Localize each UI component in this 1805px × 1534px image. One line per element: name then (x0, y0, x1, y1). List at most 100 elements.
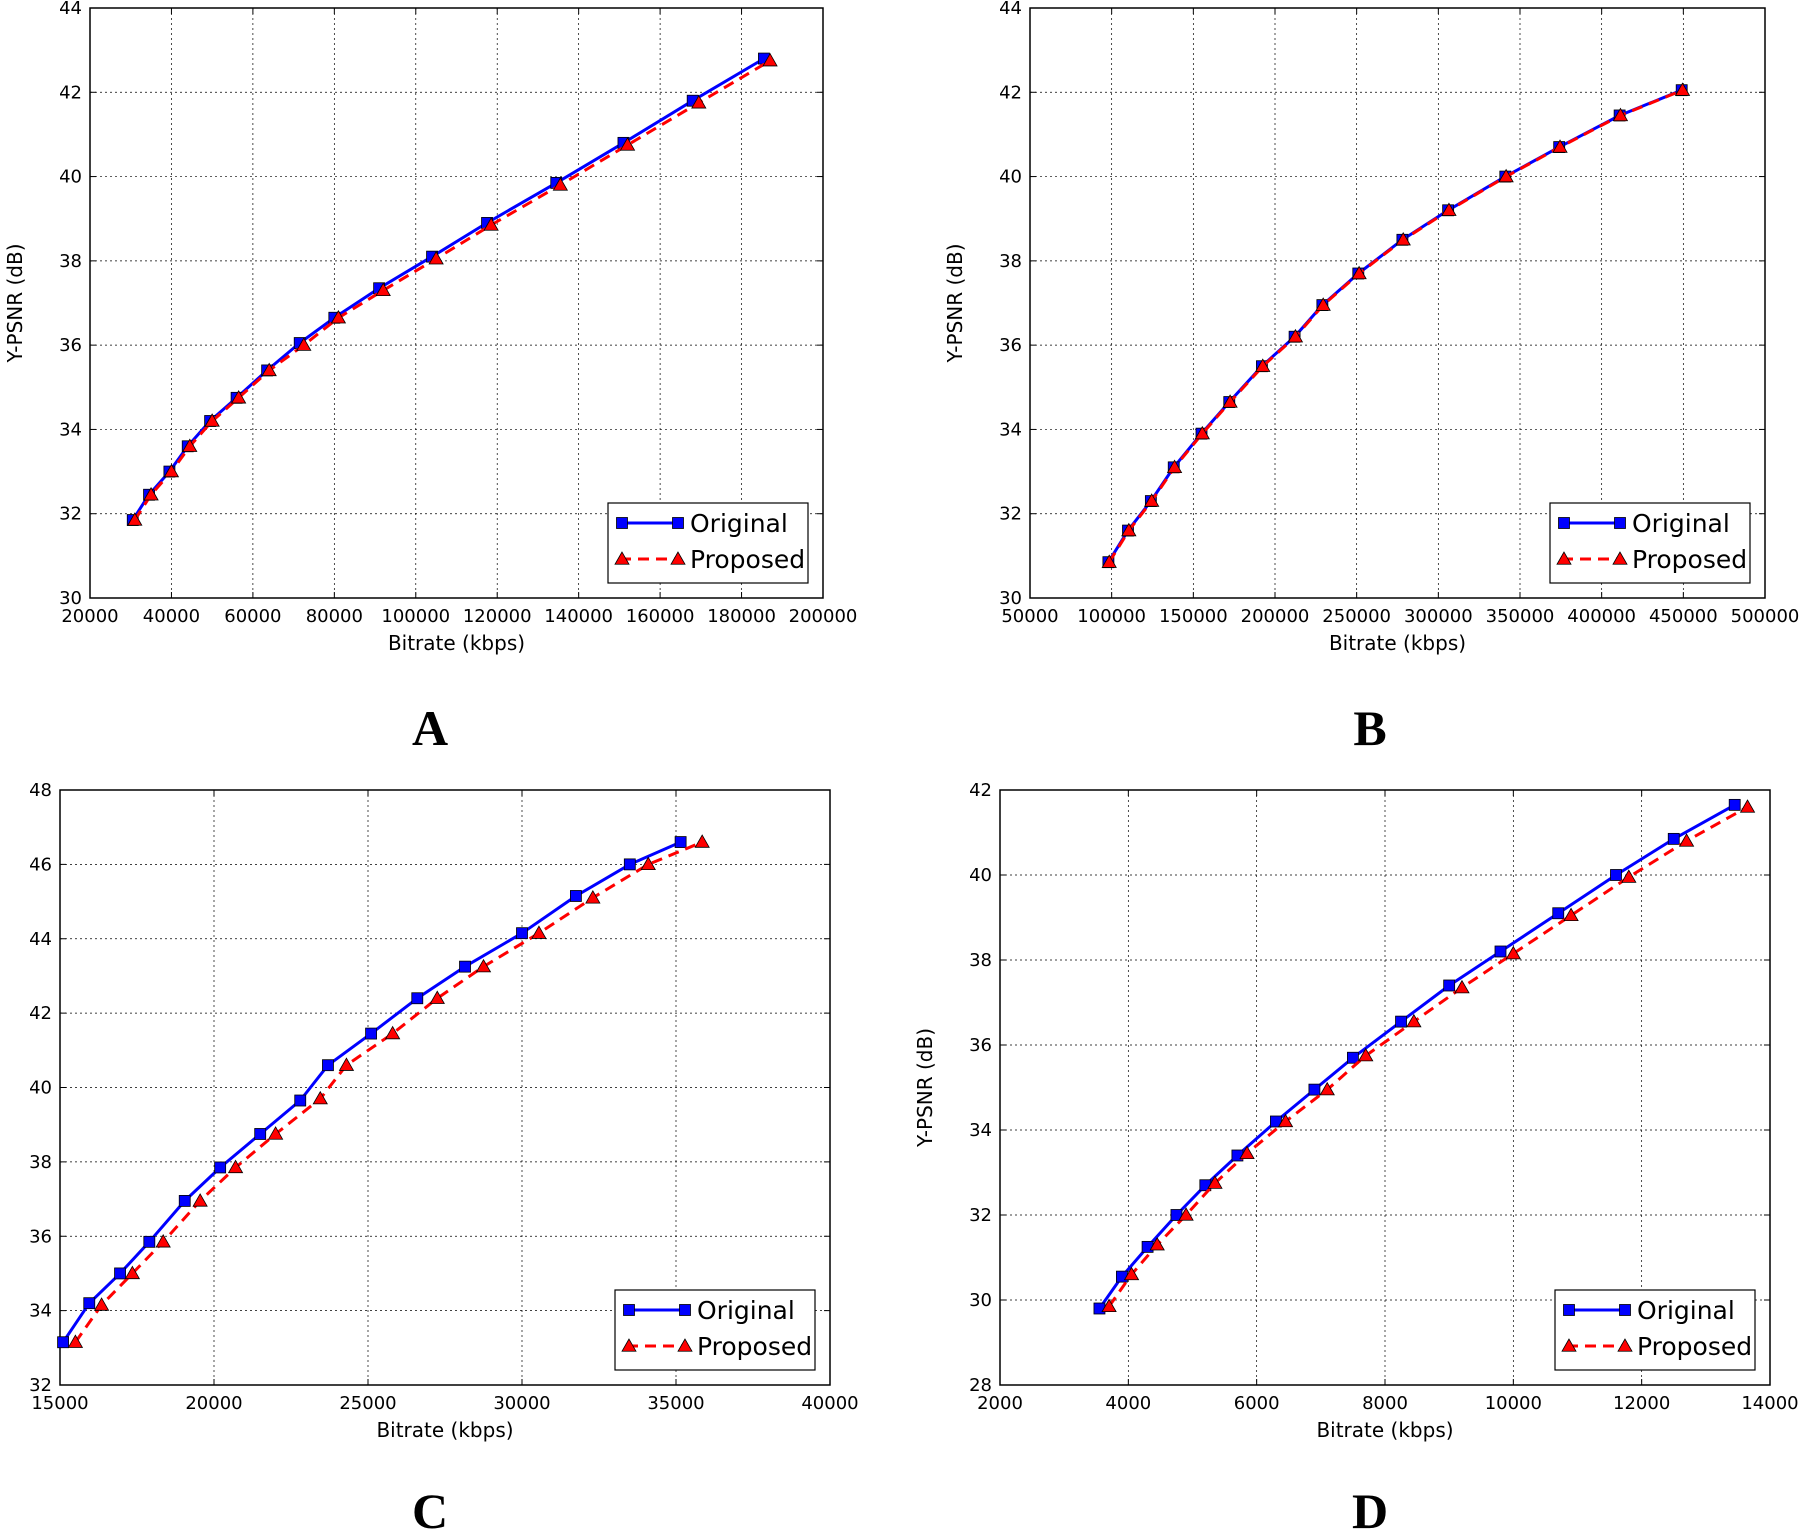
series-proposed-point (1406, 1013, 1422, 1028)
x-axis-label: Bitrate (kbps) (1316, 1418, 1453, 1442)
x-tick-label: 400000 (1567, 606, 1636, 627)
x-tick-label: 500000 (1731, 606, 1800, 627)
y-tick-label: 32 (999, 504, 1022, 525)
series-proposed-point (585, 890, 601, 904)
x-tick-label: 25000 (339, 1393, 396, 1414)
series-proposed-point (1395, 231, 1411, 246)
y-tick-label: 42 (29, 1003, 52, 1024)
legend-original-marker (1614, 517, 1626, 529)
series-original-point (1667, 832, 1680, 845)
x-axis-label: Bitrate (kbps) (388, 631, 525, 655)
chart-a: 20000 40000 60000 80000 100000 120000 140000 16… (3, 0, 857, 756)
series-proposed-point (429, 990, 445, 1004)
y-tick-label: 42 (969, 780, 992, 801)
series-proposed-point (1166, 459, 1183, 474)
y-tick-label: 42 (59, 82, 82, 103)
series-original-point (1610, 869, 1622, 881)
panel-label-b: B (1353, 700, 1386, 756)
legend-proposed-marker (1617, 1338, 1633, 1352)
legend-original-marker (672, 517, 684, 529)
series-proposed-point (428, 250, 444, 265)
y-tick-label: 34 (999, 419, 1022, 440)
y-tick-label: 36 (29, 1226, 52, 1247)
y-tick-label: 30 (59, 588, 82, 609)
x-tick-label: 6000 (1234, 1393, 1280, 1414)
series-proposed-point (67, 1334, 84, 1348)
legend: Original Proposed (607, 502, 809, 584)
series-original-point (1728, 798, 1741, 811)
y-tick-label: 34 (59, 419, 82, 440)
series-original-point (178, 1195, 191, 1207)
y-tick-label: 40 (999, 167, 1022, 188)
y-tick-label: 30 (999, 588, 1022, 609)
y-tick-label: 38 (29, 1152, 52, 1173)
series-proposed-point (1207, 1175, 1223, 1189)
series-proposed-point (375, 282, 391, 297)
legend-box (614, 1289, 816, 1371)
legend-original-marker (623, 1304, 635, 1316)
series-original-point (254, 1128, 267, 1140)
x-tick-label: 35000 (647, 1393, 704, 1414)
series-proposed-point (93, 1297, 110, 1311)
x-tick-label: 160000 (626, 606, 695, 627)
x-tick-label: 300000 (1404, 606, 1473, 627)
legend-original-marker (1563, 1304, 1575, 1316)
y-tick-label: 36 (969, 1035, 992, 1056)
series-proposed-point (182, 438, 198, 452)
y-tick-label: 36 (999, 335, 1022, 356)
y-tick-label: 38 (969, 950, 992, 971)
series-original-point (411, 992, 424, 1005)
legend-proposed-label: Proposed (690, 545, 805, 574)
chart-d: 2000 4000 6000 8000 10000 12000 14000 28 30 32 34 3… (913, 780, 1799, 1534)
x-tick-label: 80000 (306, 606, 363, 627)
series-proposed-point (1621, 869, 1637, 883)
legend: Original Proposed (1549, 502, 1751, 584)
series-proposed-point (1739, 799, 1756, 813)
legend-box (607, 502, 809, 584)
legend-original-marker (679, 1304, 691, 1316)
series-proposed-point (694, 834, 710, 848)
x-tick-label: 140000 (544, 606, 613, 627)
series-proposed (1101, 799, 1756, 1313)
series-proposed-point (155, 1234, 171, 1248)
y-tick-label: 44 (59, 0, 82, 19)
series-original-point (1116, 1270, 1128, 1283)
series-original (57, 836, 687, 1349)
y-tick-label: 40 (969, 865, 992, 886)
axes-frame (1029, 7, 1766, 599)
series-original-point (570, 890, 582, 902)
series-original-point (365, 1027, 377, 1040)
y-tick-label: 46 (29, 854, 52, 875)
series-original-point (214, 1161, 227, 1174)
series-proposed-point (483, 217, 499, 231)
series-proposed-point (1101, 554, 1117, 568)
y-tick-label: 32 (969, 1205, 992, 1226)
series-proposed-point (1194, 425, 1211, 440)
y-tick-label: 32 (59, 504, 82, 525)
y-tick-label: 48 (29, 780, 52, 801)
y-tick-label: 32 (29, 1375, 52, 1396)
legend-box (1554, 1289, 1756, 1371)
legend: Original Proposed (614, 1289, 816, 1371)
series-proposed (1101, 82, 1691, 568)
series-proposed-point (691, 95, 707, 109)
series-original-point (1395, 1015, 1407, 1028)
series-proposed-point (143, 486, 159, 501)
x-tick-label: 2000 (977, 1393, 1023, 1414)
x-tick-label: 10000 (1485, 1393, 1542, 1414)
series-original-point (322, 1059, 334, 1072)
series-proposed-point (1101, 1298, 1117, 1313)
x-tick-label: 40000 (143, 606, 200, 627)
series-proposed-point (227, 1159, 244, 1174)
x-tick-label: 14000 (1741, 1393, 1798, 1414)
y-tick-label: 34 (29, 1301, 52, 1322)
legend-proposed-marker (677, 1338, 693, 1352)
y-tick-label: 44 (29, 929, 52, 950)
y-tick-label: 38 (999, 251, 1022, 272)
series-proposed-point (296, 337, 312, 351)
series-proposed-point (1319, 1081, 1335, 1096)
y-axis-label: Y-PSNR (dB) (3, 243, 27, 363)
series-original (1093, 798, 1741, 1315)
x-tick-label: 30000 (493, 1393, 550, 1414)
